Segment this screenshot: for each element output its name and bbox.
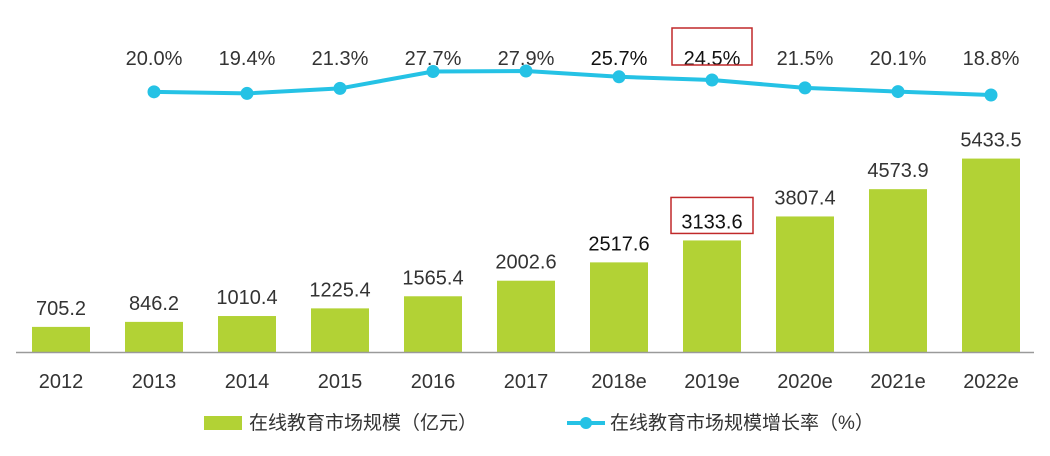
rate-label-2018e: 25.7% xyxy=(591,48,648,70)
x-tick-2020e: 2020e xyxy=(777,371,833,393)
growth-rate-points xyxy=(147,64,998,102)
rate-label-2019e: 24.5% xyxy=(684,48,741,70)
rate-point-2022e xyxy=(984,88,998,102)
rate-label-2022e: 18.8% xyxy=(963,48,1020,70)
bar-value-label-2019e: 3133.6 xyxy=(681,211,742,233)
rate-label-2015: 21.3% xyxy=(312,48,369,70)
rate-label-2013: 20.0% xyxy=(126,48,183,70)
x-tick-2013: 2013 xyxy=(132,371,177,393)
legend-line-marker xyxy=(580,417,592,429)
bar-2015 xyxy=(311,308,369,352)
x-tick-2022e: 2022e xyxy=(963,371,1019,393)
x-tick-labels: 2012 2013 2014 2015 2016 2017 2018e 2019e 2020e 2… xyxy=(39,371,1019,393)
bar-value-label-2014: 1010.4 xyxy=(216,287,277,309)
highlight-box-bar xyxy=(670,196,754,235)
bar-value-label-2022e: 5433.5 xyxy=(960,130,1021,152)
x-tick-2017: 2017 xyxy=(504,371,549,393)
x-tick-2012: 2012 xyxy=(39,371,84,393)
bar-2018e xyxy=(590,262,648,352)
legend-line-label: 在线教育市场规模增长率（%） xyxy=(610,412,874,434)
bars-layer xyxy=(32,158,1020,352)
bar-value-label-2018e: 2517.6 xyxy=(588,233,649,255)
rate-point-2018e xyxy=(612,70,626,84)
rate-point-2013 xyxy=(147,85,161,99)
legend: 在线教育市场规模（亿元） 在线教育市场规模增长率（%） xyxy=(204,412,874,434)
x-tick-2019e: 2019e xyxy=(684,371,740,393)
bar-value-label-2015: 1225.4 xyxy=(309,279,370,301)
rate-point-2017 xyxy=(519,64,533,78)
rate-point-2021e xyxy=(891,85,905,99)
growth-rate-labels: 20.0% 19.4% 21.3% 27.7% 27.9% 25.7% 24.5% 21.5%… xyxy=(126,48,1020,70)
highlight-box-rate xyxy=(671,27,753,66)
bar-value-label-2012: 705.2 xyxy=(36,298,86,320)
legend-bar-swatch xyxy=(204,416,242,430)
x-tick-2016: 2016 xyxy=(411,371,456,393)
bar-2013 xyxy=(125,321,183,352)
rate-point-2020e xyxy=(798,81,812,95)
rate-point-2019e xyxy=(705,73,719,87)
bar-2016 xyxy=(404,296,462,352)
bar-2012 xyxy=(32,326,90,352)
bar-value-label-2016: 1565.4 xyxy=(402,267,463,289)
bar-value-label-2013: 846.2 xyxy=(129,293,179,315)
rate-label-2020e: 21.5% xyxy=(777,48,834,70)
bar-value-label-2021e: 4573.9 xyxy=(867,160,928,182)
bar-value-label-2017: 2002.6 xyxy=(495,252,556,274)
rate-point-2016 xyxy=(426,65,440,79)
x-tick-2015: 2015 xyxy=(318,371,363,393)
rate-point-2015 xyxy=(333,81,347,95)
bar-value-label-2020e: 3807.4 xyxy=(774,187,835,209)
rate-label-2017: 27.9% xyxy=(498,48,555,70)
bar-2019e xyxy=(683,240,741,352)
bar-labels-layer: 705.2 846.2 1010.4 1225.4 1565.4 2002.6 2517.6… xyxy=(36,130,1022,320)
bar-2020e xyxy=(776,216,834,352)
bar-2014 xyxy=(218,316,276,352)
bar-2017 xyxy=(497,280,555,352)
x-tick-2014: 2014 xyxy=(225,371,270,393)
bar-2022e xyxy=(962,158,1020,352)
rate-label-2014: 19.4% xyxy=(219,48,276,70)
bar-2021e xyxy=(869,189,927,352)
growth-rate-line xyxy=(153,69,992,97)
x-tick-2018e: 2018e xyxy=(591,371,647,393)
highlight-boxes xyxy=(670,27,754,235)
x-tick-2021e: 2021e xyxy=(870,371,926,393)
legend-bar-label: 在线教育市场规模（亿元） xyxy=(249,412,477,434)
rate-point-2014 xyxy=(240,86,254,100)
rate-label-2016: 27.7% xyxy=(405,48,462,70)
rate-label-2021e: 20.1% xyxy=(870,48,927,70)
